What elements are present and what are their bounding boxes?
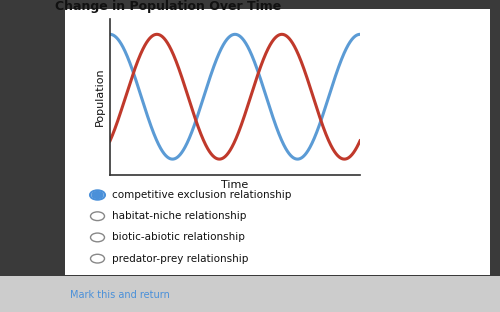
Text: predator-prey relationship: predator-prey relationship <box>112 254 248 264</box>
Text: Mark this and return: Mark this and return <box>70 290 170 300</box>
Text: habitat-niche relationship: habitat-niche relationship <box>112 211 246 221</box>
Y-axis label: Population: Population <box>94 67 104 126</box>
Text: Change in Population Over Time: Change in Population Over Time <box>55 0 281 13</box>
X-axis label: Time: Time <box>222 180 248 190</box>
Text: Next: Next <box>351 291 376 301</box>
Text: competitive exclusion relationship: competitive exclusion relationship <box>112 190 291 200</box>
Text: biotic-abiotic relationship: biotic-abiotic relationship <box>112 232 244 242</box>
Text: Save and Exit: Save and Exit <box>258 291 325 301</box>
Text: Submit: Submit <box>406 291 444 301</box>
